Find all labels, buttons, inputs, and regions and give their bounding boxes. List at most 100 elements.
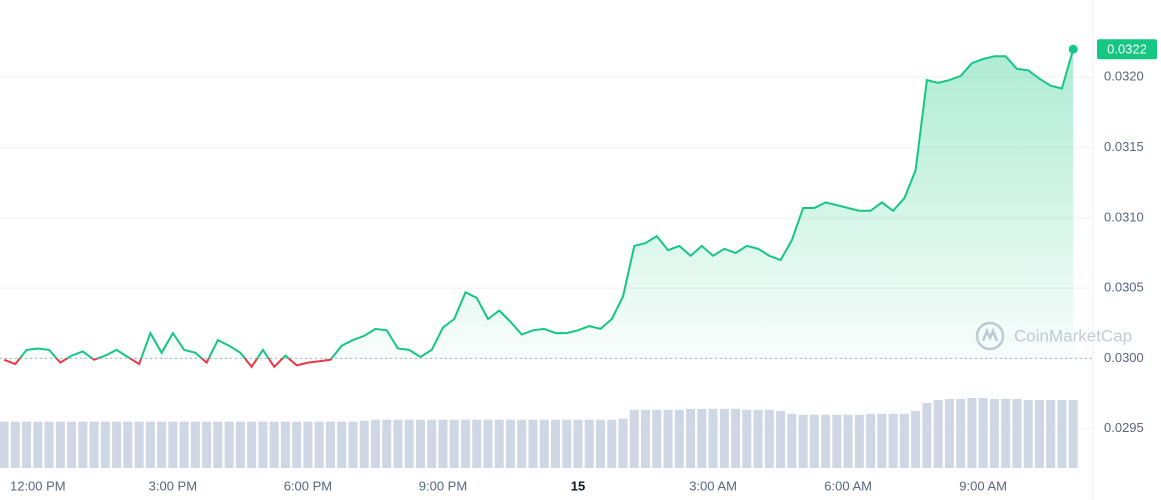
volume-bar — [123, 421, 133, 468]
x-tick-label: 15 — [571, 478, 585, 493]
volume-bar — [303, 421, 313, 468]
volume-bar — [292, 421, 302, 468]
volume-bar — [967, 398, 977, 468]
price-line-up — [18, 48, 1075, 359]
volume-bar — [337, 421, 347, 468]
x-tick-label: 9:00 PM — [419, 478, 467, 493]
volume-bar — [393, 419, 403, 468]
volume-bar — [1001, 398, 1011, 468]
volume-bar — [641, 409, 651, 468]
volume-bar — [933, 399, 943, 468]
y-tick-label: 0.0320 — [1104, 69, 1144, 84]
volume-bar — [1046, 399, 1056, 468]
volume-bar — [652, 409, 662, 468]
volume-bar — [190, 421, 200, 468]
volume-bar — [348, 421, 358, 468]
volume-bar — [100, 421, 110, 468]
y-tick-label: 0.0300 — [1104, 350, 1144, 365]
volume-bar — [179, 421, 189, 468]
volume-bar — [415, 419, 425, 468]
volume-bar — [956, 398, 966, 468]
volume-bar — [235, 421, 245, 468]
last-point — [1068, 44, 1078, 54]
x-tick-label: 3:00 AM — [689, 478, 737, 493]
volume-bar — [719, 408, 729, 468]
volume-bar — [55, 421, 65, 468]
volume-bar — [0, 421, 9, 468]
volume-bar — [67, 421, 77, 468]
volume-bar — [224, 421, 234, 468]
volume-bar — [944, 398, 954, 468]
volume-bar — [843, 414, 853, 468]
volume-bar — [269, 421, 279, 468]
volume-bar — [1068, 399, 1078, 468]
volume-bar — [258, 421, 268, 468]
volume-bar — [798, 414, 808, 468]
volume-bar — [922, 402, 932, 468]
volume-bar — [607, 419, 617, 468]
x-tick-label: 12:00 PM — [10, 478, 66, 493]
x-tick-label: 9:00 AM — [959, 478, 1007, 493]
volume-bar — [472, 419, 482, 468]
volume-bar — [44, 421, 54, 468]
volume-bar — [404, 419, 414, 468]
volume-bar — [787, 413, 797, 468]
volume-bar — [663, 409, 673, 468]
price-tag-label: 0.0322 — [1107, 42, 1147, 57]
volume-bar — [168, 421, 178, 468]
volume-bar — [596, 419, 606, 468]
y-tick-label: 0.0315 — [1104, 139, 1144, 154]
volume-bar — [382, 419, 392, 468]
y-tick-label: 0.0310 — [1104, 209, 1144, 224]
volume-bar — [989, 398, 999, 468]
volume-bar — [674, 409, 684, 468]
volume-bar — [978, 398, 988, 468]
y-tick-label: 0.0305 — [1104, 280, 1144, 295]
x-tick-label: 6:00 AM — [824, 478, 872, 493]
volume-bar — [134, 421, 144, 468]
volume-bar — [483, 419, 493, 468]
volume-bar — [866, 413, 876, 468]
volume-bar — [1034, 399, 1044, 468]
volume-bar — [753, 409, 763, 468]
volume-bar — [494, 419, 504, 468]
volume-bar — [370, 419, 380, 468]
volume-bar — [731, 408, 741, 468]
volume-bar — [1057, 399, 1067, 468]
volume-bar — [528, 419, 538, 468]
volume-bar — [742, 409, 752, 468]
volume-bar — [584, 419, 594, 468]
volume-bar — [832, 414, 842, 468]
x-tick-label: 6:00 PM — [284, 478, 332, 493]
volume-bar — [505, 419, 515, 468]
volume-bar — [22, 421, 32, 468]
volume-bar — [551, 419, 561, 468]
volume-bar — [697, 408, 707, 468]
volume-bar — [776, 410, 786, 468]
volume-bar — [1023, 399, 1033, 468]
volume-bar — [899, 413, 909, 468]
volume-bar — [460, 419, 470, 468]
volume-bar — [877, 413, 887, 468]
area — [4, 49, 1074, 359]
volume-bar — [854, 414, 864, 468]
volume-bar — [280, 421, 290, 468]
volume-bar — [359, 420, 369, 468]
volume-bar — [573, 419, 583, 468]
volume-bar — [202, 421, 212, 468]
x-tick-label: 3:00 PM — [149, 478, 197, 493]
volume-bar — [708, 408, 718, 468]
volume-bar — [427, 419, 437, 468]
volume-bar — [517, 419, 527, 468]
volume-bar — [145, 421, 155, 468]
volume-bar — [809, 414, 819, 468]
volume-bar — [78, 421, 88, 468]
volume-bar — [764, 409, 774, 468]
volume-bar — [112, 421, 122, 468]
volume-bar — [325, 421, 335, 468]
volume-bar — [821, 414, 831, 468]
volume-bar — [449, 419, 459, 468]
volume-bar — [247, 421, 257, 468]
volume-bar — [1012, 398, 1022, 468]
